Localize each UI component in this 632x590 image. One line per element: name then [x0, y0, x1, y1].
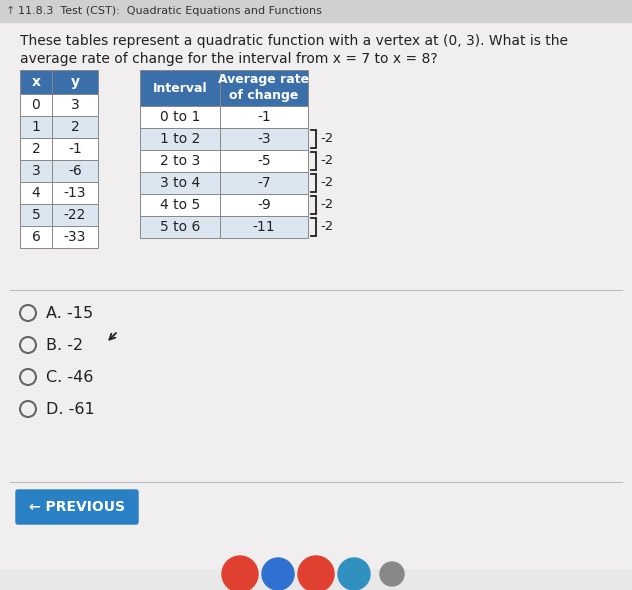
Text: -33: -33	[64, 230, 86, 244]
Text: A. -15: A. -15	[46, 306, 93, 320]
Text: 0 to 1: 0 to 1	[160, 110, 200, 124]
Circle shape	[380, 562, 404, 586]
Bar	[52, 94, 98, 116]
Text: -13: -13	[64, 186, 86, 200]
Text: average rate of change for the interval from x = 7 to x = 8?: average rate of change for the interval …	[20, 52, 437, 66]
Text: 2: 2	[71, 120, 80, 134]
Text: 3: 3	[71, 98, 80, 112]
Bar	[0, 0, 632, 22]
Bar	[140, 128, 220, 150]
Text: -2: -2	[320, 221, 333, 234]
Text: -2: -2	[320, 198, 333, 211]
Bar	[20, 138, 52, 160]
Text: -7: -7	[257, 176, 271, 190]
Bar	[20, 116, 52, 138]
Bar	[220, 128, 308, 150]
Text: ↑: ↑	[6, 6, 15, 16]
Text: 0: 0	[32, 98, 40, 112]
Circle shape	[222, 556, 258, 590]
Bar	[220, 172, 308, 194]
Text: -9: -9	[257, 198, 271, 212]
Circle shape	[262, 558, 294, 590]
Text: Interval: Interval	[153, 81, 207, 94]
Text: y: y	[71, 75, 80, 89]
Bar	[52, 138, 98, 160]
Text: -1: -1	[68, 142, 82, 156]
Text: 1: 1	[32, 120, 40, 134]
Bar	[52, 70, 98, 94]
Bar	[20, 94, 52, 116]
Text: -2: -2	[320, 155, 333, 168]
Text: -5: -5	[257, 154, 271, 168]
Text: ← PREVIOUS: ← PREVIOUS	[29, 500, 125, 514]
Bar	[220, 194, 308, 216]
Text: 3: 3	[32, 164, 40, 178]
Bar	[20, 226, 52, 248]
Circle shape	[20, 305, 36, 321]
Circle shape	[338, 558, 370, 590]
Text: -11: -11	[253, 220, 276, 234]
Text: 4: 4	[32, 186, 40, 200]
Bar	[140, 70, 220, 106]
Bar	[220, 70, 308, 106]
Circle shape	[298, 556, 334, 590]
Bar	[20, 160, 52, 182]
Text: 4 to 5: 4 to 5	[160, 198, 200, 212]
Circle shape	[20, 337, 36, 353]
Text: 1 to 2: 1 to 2	[160, 132, 200, 146]
Bar	[52, 116, 98, 138]
Bar	[220, 150, 308, 172]
FancyBboxPatch shape	[16, 490, 138, 524]
Bar	[20, 204, 52, 226]
Text: 3 to 4: 3 to 4	[160, 176, 200, 190]
Text: C. -46: C. -46	[46, 369, 94, 385]
Circle shape	[20, 401, 36, 417]
Text: -6: -6	[68, 164, 82, 178]
Text: -2: -2	[320, 133, 333, 146]
Bar	[140, 172, 220, 194]
Text: -3: -3	[257, 132, 271, 146]
Text: 5: 5	[32, 208, 40, 222]
Text: 6: 6	[32, 230, 40, 244]
Bar	[220, 106, 308, 128]
Text: 2: 2	[32, 142, 40, 156]
Circle shape	[20, 369, 36, 385]
Text: -22: -22	[64, 208, 86, 222]
Bar	[52, 160, 98, 182]
Bar	[20, 182, 52, 204]
Text: Average rate
of change: Average rate of change	[219, 74, 310, 103]
Bar	[140, 150, 220, 172]
Text: 5 to 6: 5 to 6	[160, 220, 200, 234]
Text: 11.8.3  Test (CST):  Quadratic Equations and Functions: 11.8.3 Test (CST): Quadratic Equations a…	[18, 6, 322, 16]
Text: 2 to 3: 2 to 3	[160, 154, 200, 168]
Text: These tables represent a quadratic function with a vertex at (0, 3). What is the: These tables represent a quadratic funct…	[20, 34, 568, 48]
Bar	[140, 216, 220, 238]
Text: -2: -2	[320, 176, 333, 189]
Bar	[220, 216, 308, 238]
Text: -1: -1	[257, 110, 271, 124]
Bar	[140, 194, 220, 216]
Bar	[52, 204, 98, 226]
Text: D. -61: D. -61	[46, 402, 95, 417]
Text: B. -2: B. -2	[46, 337, 83, 352]
Bar	[52, 226, 98, 248]
Bar	[52, 182, 98, 204]
Bar	[140, 106, 220, 128]
Bar	[20, 70, 52, 94]
Text: x: x	[32, 75, 40, 89]
